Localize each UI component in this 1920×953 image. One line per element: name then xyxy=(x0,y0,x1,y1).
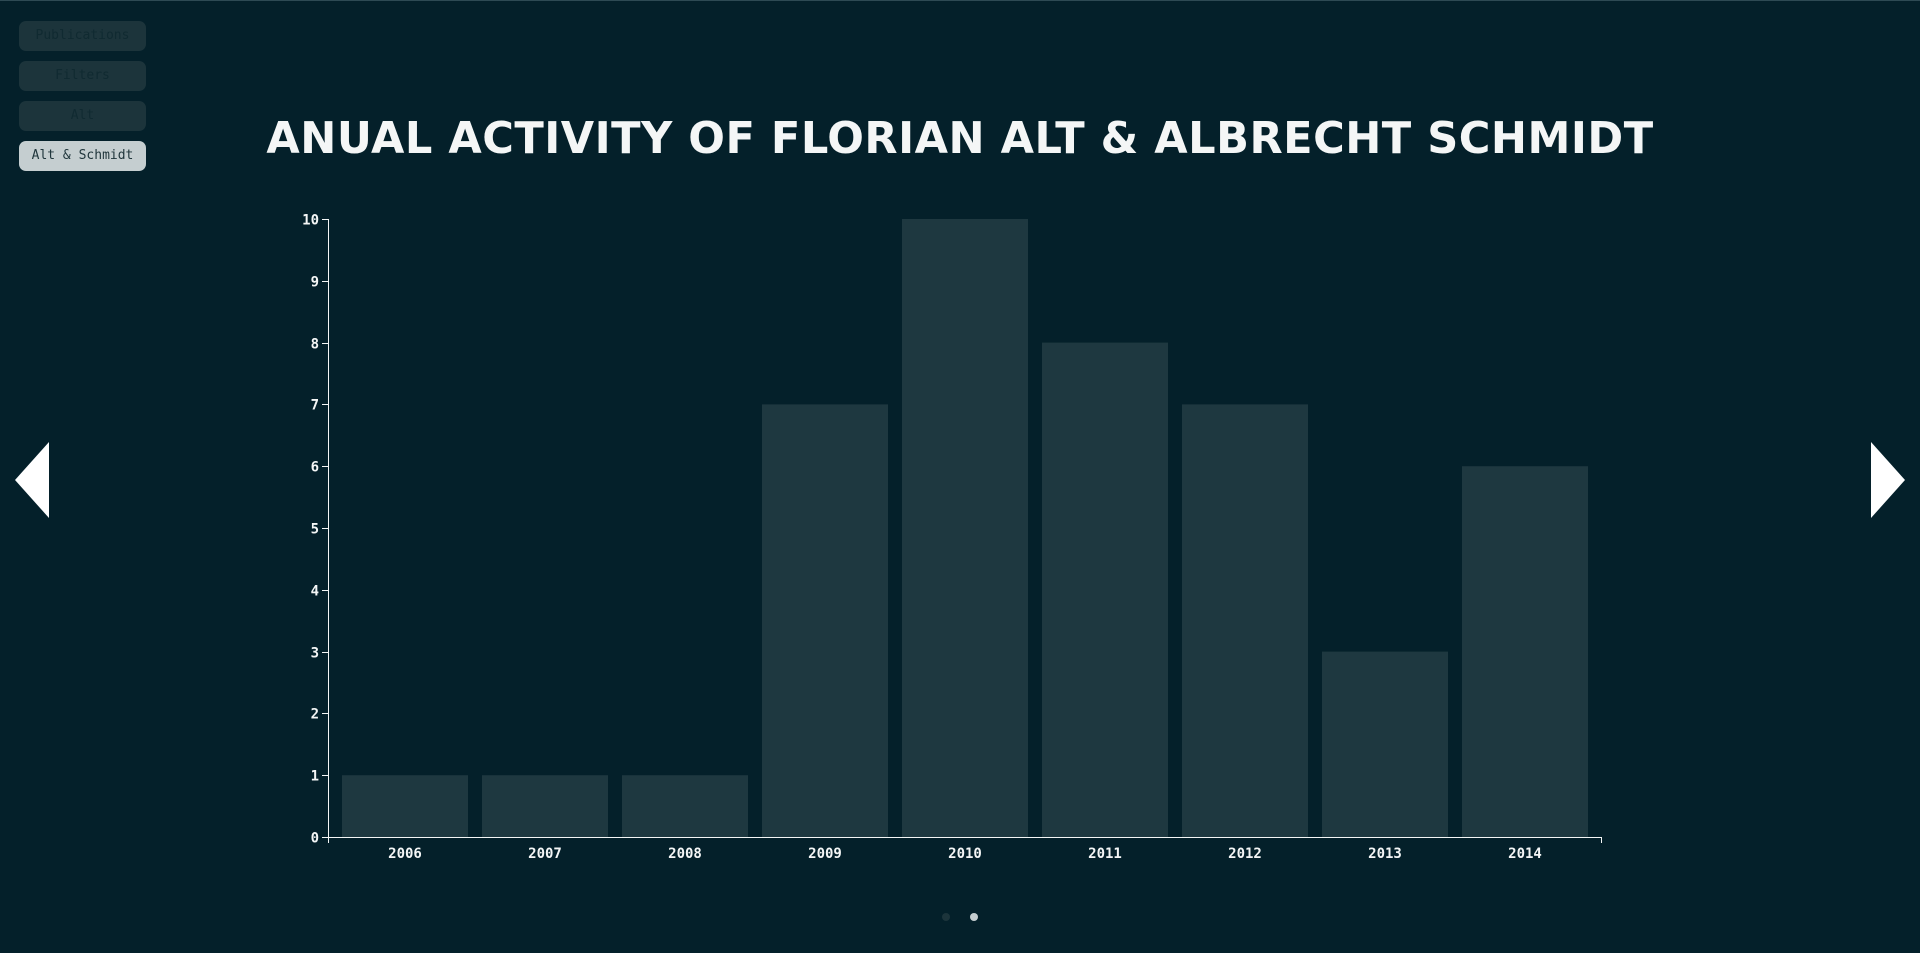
bar-2011 xyxy=(1042,342,1168,837)
nav-button-publications[interactable]: Publications xyxy=(19,21,146,51)
y-tick-label: 8 xyxy=(311,337,319,353)
pagination-dot-1[interactable] xyxy=(942,913,950,921)
previous-slide-arrow-icon[interactable] xyxy=(15,442,49,518)
chart-title: Anual Activity of Florian Alt & Albrecht… xyxy=(266,113,1654,164)
y-tick-label: 2 xyxy=(311,707,319,723)
bar-2009 xyxy=(762,404,888,837)
y-axis: 0 1 2 3 4 5 6 7 8 9 10 xyxy=(302,213,329,847)
bar-2012 xyxy=(1182,404,1308,837)
x-tick-label: 2013 xyxy=(1368,846,1402,862)
bars-group xyxy=(342,219,1588,837)
y-tick-label: 7 xyxy=(311,398,319,414)
nav-button-alt-schmidt[interactable]: Alt & Schmidt xyxy=(19,141,146,171)
bar-2008 xyxy=(622,775,748,837)
bar-2013 xyxy=(1322,651,1448,837)
y-tick-label: 5 xyxy=(311,522,319,538)
left-nav: Publications Filters Alt Alt & Schmidt xyxy=(19,21,146,171)
y-tick-label: 6 xyxy=(311,460,319,476)
y-tick-label: 0 xyxy=(311,831,319,847)
x-tick-label: 2012 xyxy=(1228,846,1262,862)
y-tick-label: 1 xyxy=(311,769,319,785)
nav-button-alt[interactable]: Alt xyxy=(19,101,146,131)
x-tick-label: 2011 xyxy=(1088,846,1122,862)
x-tick-label: 2010 xyxy=(948,846,982,862)
x-tick-label: 2006 xyxy=(388,846,422,862)
x-tick-label: 2014 xyxy=(1508,846,1542,862)
x-axis: 2006 2007 2008 2009 2010 2011 2012 2013 2014 xyxy=(328,837,1602,862)
y-tick-label: 4 xyxy=(311,584,319,600)
x-tick-label: 2007 xyxy=(528,846,562,862)
next-slide-arrow-icon[interactable] xyxy=(1871,442,1905,518)
bar-2014 xyxy=(1462,466,1588,837)
y-tick-label: 10 xyxy=(302,213,319,229)
x-tick-label: 2009 xyxy=(808,846,842,862)
pagination-dot-2[interactable] xyxy=(970,913,978,921)
bar-2006 xyxy=(342,775,468,837)
bar-2010 xyxy=(902,219,1028,837)
y-tick-label: 3 xyxy=(311,646,319,662)
x-tick-label: 2008 xyxy=(668,846,702,862)
pagination-dots xyxy=(942,913,978,921)
nav-button-filters[interactable]: Filters xyxy=(19,61,146,91)
y-tick-label: 9 xyxy=(311,275,319,291)
bar-2007 xyxy=(482,775,608,837)
